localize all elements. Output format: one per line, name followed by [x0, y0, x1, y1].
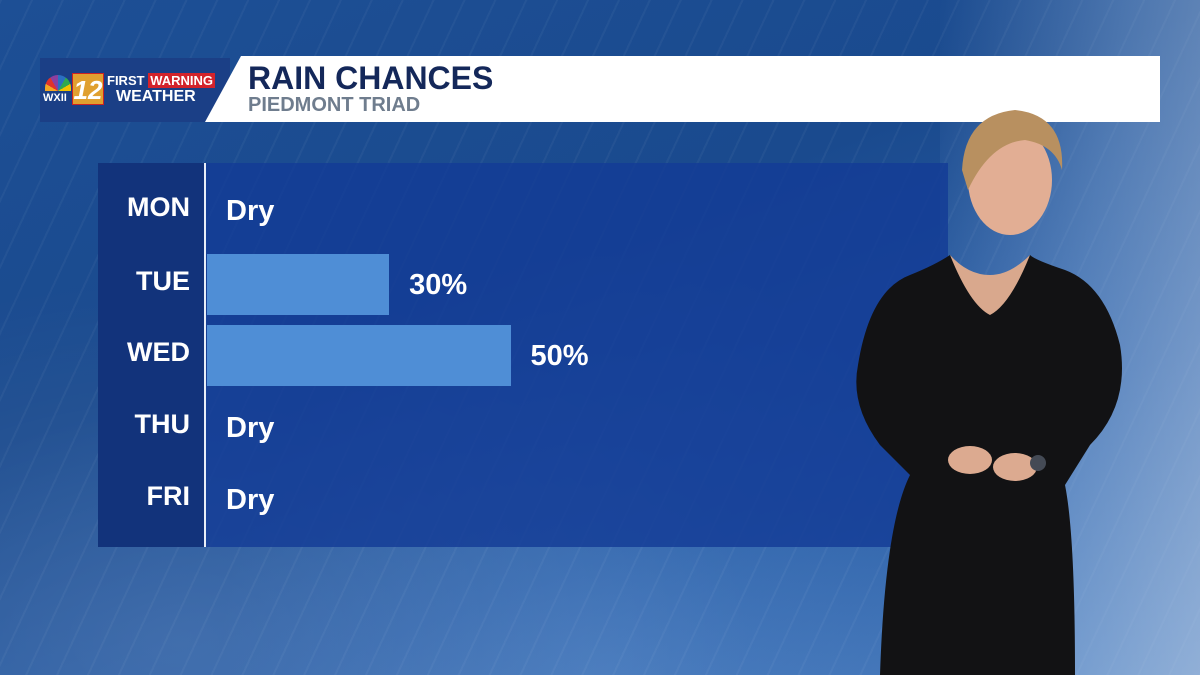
rain-chance-bar	[207, 254, 390, 315]
rain-chance-label: Dry	[226, 412, 275, 444]
day-label: THU	[134, 409, 191, 439]
day-label: WED	[127, 337, 190, 367]
logo-warning: WARNING	[148, 73, 216, 88]
rain-chance-label: 30%	[409, 269, 468, 301]
logo-network: WXII	[43, 92, 67, 104]
rain-chance-label: Dry	[226, 195, 275, 227]
logo-first: FIRST	[107, 73, 145, 88]
presenter	[856, 110, 1122, 675]
logo-channel: 12	[72, 73, 104, 105]
rain-chance-label: 50%	[530, 340, 589, 372]
day-label: TUE	[136, 266, 190, 296]
rain-chance-label: Dry	[226, 484, 275, 516]
station-logo	[40, 58, 230, 122]
title-banner	[205, 56, 1160, 122]
day-label: FRI	[146, 481, 191, 511]
logo-weather: WEATHER	[116, 88, 196, 105]
page-title: RAIN CHANCES	[248, 60, 494, 96]
page-subtitle: PIEDMONT TRIAD	[248, 94, 421, 116]
logo-first-warning: FIRST WARNING	[107, 73, 216, 88]
rain-chance-bar	[207, 325, 511, 386]
peacock-icon	[45, 75, 71, 91]
day-label-column	[98, 163, 205, 547]
day-label: MON	[127, 192, 190, 222]
chart-axis	[204, 163, 206, 547]
